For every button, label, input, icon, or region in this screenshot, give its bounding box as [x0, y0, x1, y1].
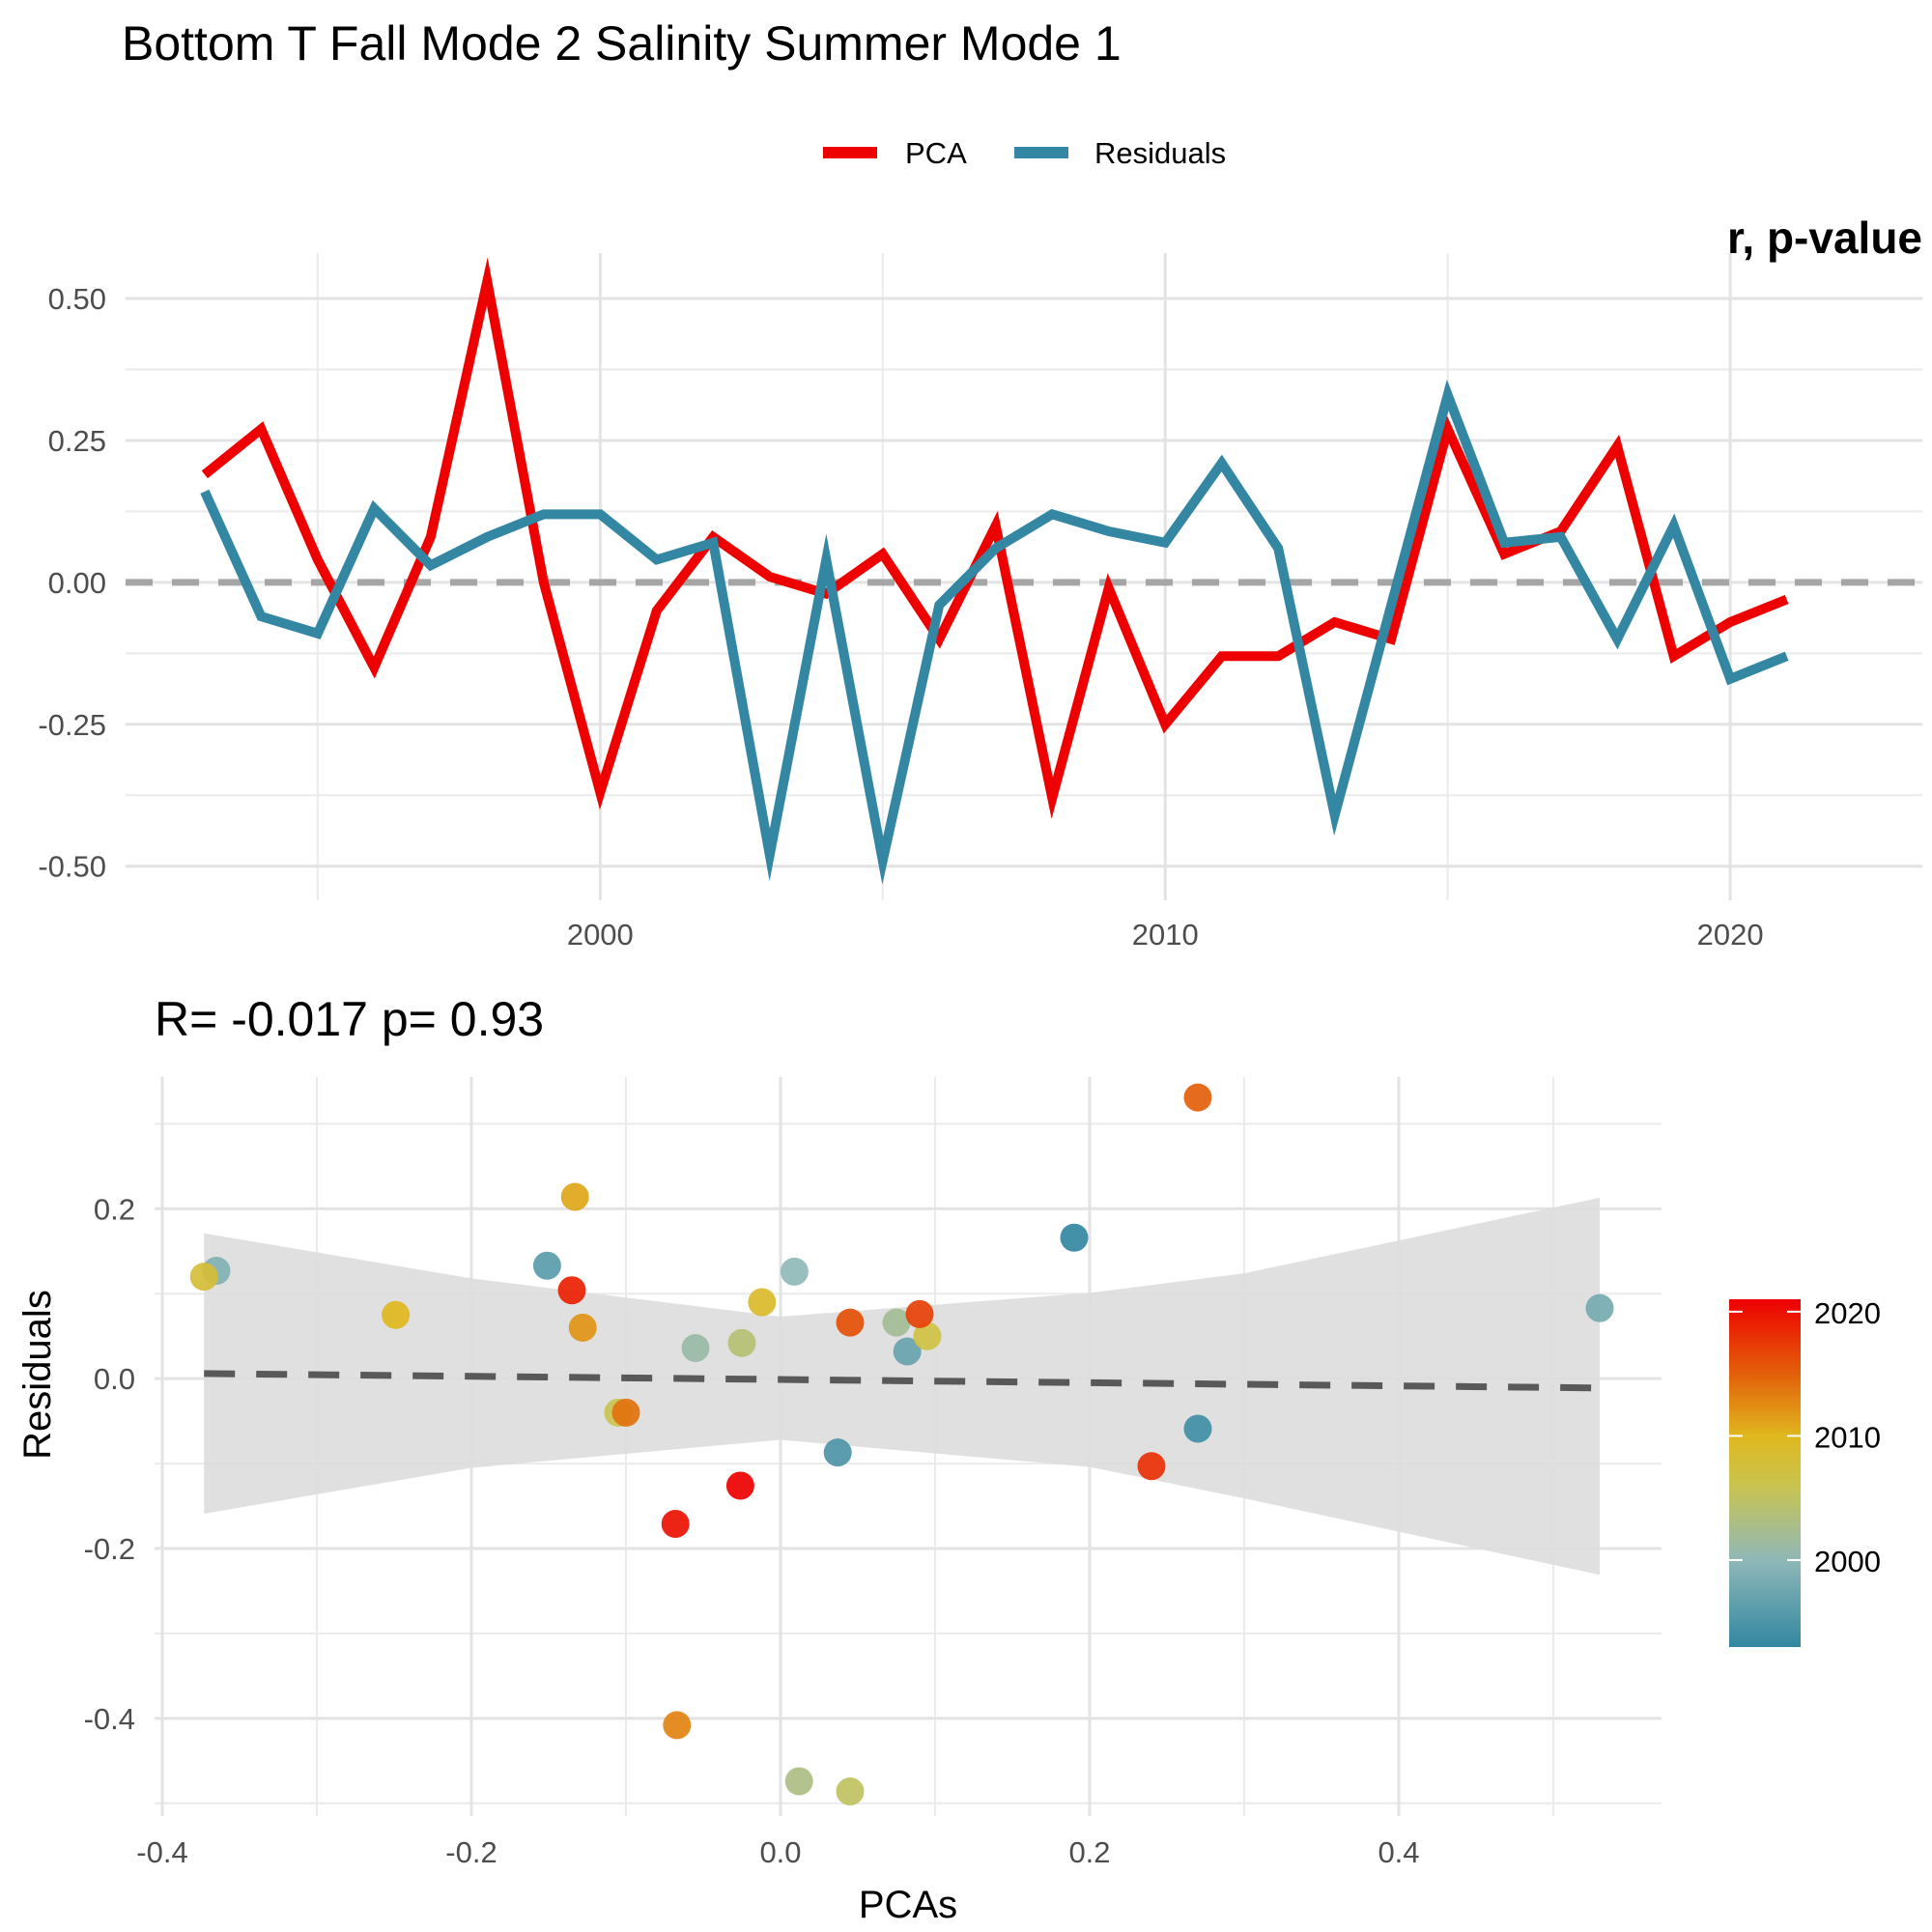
time-series-panel: -0.50 -0.25 0.00 0.25 0.50 2000 2010 2020: [38, 253, 1922, 952]
top-x-tick-label: 2010: [1132, 918, 1199, 952]
scatter-point-2016: [836, 1308, 865, 1337]
scatter-point-1997: [893, 1337, 922, 1366]
scatter-point-2009: [748, 1288, 777, 1317]
bottom-y-tick-label: 0.2: [94, 1192, 135, 1226]
color-scale-ticks: 2000 2010 2020: [1729, 1296, 1881, 1578]
color-scale-bar: [1729, 1299, 1801, 1647]
top-x-tick-label: 2000: [567, 918, 634, 952]
series-line-residuals: [200, 379, 1789, 885]
bottom-x-tick-label: -0.4: [136, 1835, 187, 1869]
correlation-corner-label: r, p-value: [1727, 213, 1922, 263]
bottom-y-tick-label: -0.2: [84, 1532, 135, 1566]
scatter-point-2018: [1137, 1452, 1166, 1481]
confidence-band: [204, 1197, 1601, 1576]
color-scale-tick-label: 2000: [1814, 1545, 1881, 1578]
scatter-point-1996: [532, 1251, 561, 1280]
scatter-point-2010: [382, 1300, 411, 1329]
top-y-tick-label: -0.25: [38, 708, 106, 742]
bottom-y-tick-label: -0.4: [84, 1702, 135, 1736]
top-y-tick-labels: -0.50 -0.25 0.00 0.25 0.50: [38, 282, 106, 884]
bottom-x-tick-label: 0.0: [759, 1835, 801, 1869]
bottom-x-tick-labels: -0.4 -0.2 0.0 0.2 0.4: [136, 1835, 1419, 1869]
bottom-x-tick-label: 0.2: [1068, 1835, 1110, 1869]
scatter-point-1995: [823, 1438, 852, 1467]
scatter-point-2012: [568, 1313, 597, 1342]
scatter-stats-title: R= -0.017 p= 0.93: [155, 992, 544, 1046]
legend-label-pca: PCA: [905, 136, 967, 170]
top-y-tick-label: 0.00: [48, 566, 106, 600]
scatter-point-2021: [725, 1471, 754, 1500]
scatter-point-2002: [882, 1308, 911, 1337]
top-y-tick-label: 0.50: [48, 282, 106, 316]
color-scale-tick-label: 2010: [1814, 1420, 1881, 1454]
scatter-point-2020: [661, 1510, 690, 1539]
bottom-y-tick-label: 0.0: [94, 1362, 135, 1396]
scatter-point-2014: [611, 1398, 640, 1427]
color-scale-tick-label: 2020: [1814, 1296, 1881, 1330]
scatter-point-1994: [1183, 1414, 1212, 1443]
scatter-point-2005: [836, 1777, 865, 1805]
bottom-x-tick-label: -0.2: [445, 1835, 497, 1869]
scatter-points: [189, 1083, 1614, 1805]
legend: PCA Residuals: [823, 136, 1226, 170]
top-x-tick-label: 2020: [1697, 918, 1764, 952]
x-axis-title: PCAs: [859, 1884, 957, 1926]
top-x-tick-labels: 2000 2010 2020: [567, 918, 1764, 952]
scatter-panel: -0.4 -0.2 0.0 0.2 -0.4 -0.2 0.0 0.2 0.4: [84, 1077, 1662, 1869]
scatter-point-2017: [905, 1299, 934, 1328]
y-axis-title: Residuals: [16, 1290, 59, 1460]
series-line-pca: [201, 257, 1789, 819]
scatter-point-2011: [560, 1182, 589, 1211]
scatter-point-2007: [913, 1321, 942, 1350]
scatter-point-1998: [1585, 1293, 1614, 1322]
top-y-tick-label: -0.50: [38, 850, 106, 884]
scatter-point-2000: [780, 1257, 809, 1286]
top-gridlines: [126, 253, 1922, 900]
scatter-point-2019: [557, 1276, 586, 1305]
scatter-point-1993: [1060, 1223, 1089, 1252]
scatter-point-2008: [189, 1263, 218, 1292]
scatter-point-2004: [727, 1328, 756, 1357]
scatter-point-2001: [681, 1334, 710, 1362]
legend-label-residuals: Residuals: [1094, 136, 1226, 170]
trend-line: [204, 1370, 1601, 1392]
top-y-tick-label: 0.25: [48, 424, 106, 458]
scatter-point-2003: [784, 1767, 813, 1796]
color-scale-legend: 2000 2010 2020: [1729, 1296, 1881, 1647]
top-series-lines: [200, 257, 1789, 885]
scatter-point-2013: [663, 1711, 692, 1740]
chart-title: Bottom T Fall Mode 2 Salinity Summer Mod…: [122, 16, 1122, 71]
bottom-y-tick-labels: -0.4 -0.2 0.0 0.2: [84, 1192, 135, 1736]
scatter-point-2015: [1183, 1083, 1212, 1112]
bottom-x-tick-label: 0.4: [1378, 1835, 1419, 1869]
